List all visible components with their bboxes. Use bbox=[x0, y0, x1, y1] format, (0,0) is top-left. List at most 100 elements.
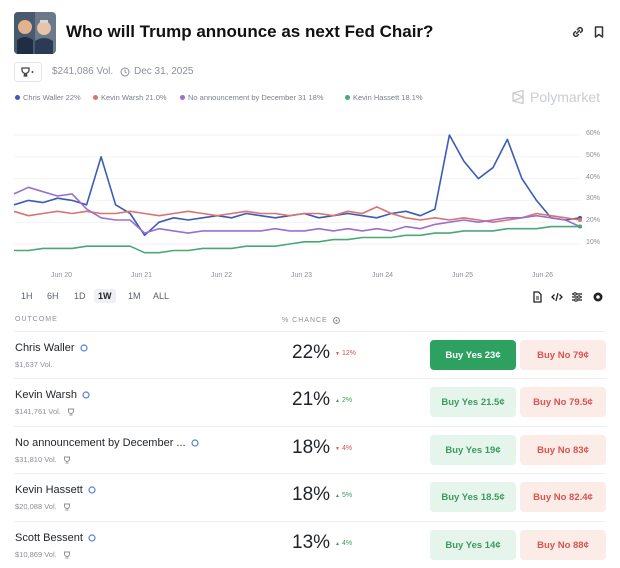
outcome-volume: $1,637 Vol. bbox=[15, 360, 53, 369]
legend-item-waller: Chris Waller 22% bbox=[15, 93, 81, 102]
up-arrow-icon: ▲ bbox=[335, 493, 340, 499]
range-1w[interactable]: 1W bbox=[94, 289, 116, 303]
refresh-icon bbox=[88, 534, 96, 542]
refresh-icon bbox=[82, 391, 90, 399]
chance-column-header[interactable]: % CHANCE bbox=[282, 316, 341, 325]
outcome-volume: $31,810 Vol. bbox=[15, 455, 71, 464]
refresh-icon bbox=[88, 486, 96, 494]
chance-change: ▼ 12% bbox=[335, 350, 356, 357]
buy-no-button[interactable]: Buy No 83¢ bbox=[520, 435, 606, 465]
series-line-no-announcement-by-december-31 bbox=[13, 186, 581, 234]
end-date-text: Dec 31, 2025 bbox=[134, 66, 194, 77]
chance-change-value: 5% bbox=[341, 492, 353, 499]
price-chart bbox=[13, 134, 582, 254]
outcome-chance: 18% bbox=[292, 484, 331, 505]
range-6h[interactable]: 6H bbox=[47, 291, 59, 301]
link-icon[interactable] bbox=[570, 24, 586, 40]
range-all[interactable]: ALL bbox=[153, 291, 170, 301]
polymarket-logo: Polymarket bbox=[510, 89, 600, 105]
chance-change: ▼ 4% bbox=[335, 445, 352, 452]
chance-change-value: 12% bbox=[341, 350, 356, 357]
trophy-icon bbox=[63, 503, 70, 510]
market-image bbox=[14, 12, 56, 54]
total-volume: $241,086 Vol. bbox=[52, 66, 114, 77]
y-tick-label: 40% bbox=[586, 173, 601, 181]
outcome-volume: $20,088 Vol. bbox=[15, 502, 71, 511]
brand-name: Polymarket bbox=[530, 89, 601, 105]
outcome-name: Chris Waller bbox=[15, 342, 88, 354]
legend-dot bbox=[180, 95, 185, 100]
buy-yes-button[interactable]: Buy Yes 21.5¢ bbox=[430, 387, 516, 417]
buy-yes-button[interactable]: Buy Yes 19¢ bbox=[430, 435, 516, 465]
buy-yes-button[interactable]: Buy Yes 18.5¢ bbox=[430, 482, 516, 512]
bookmark-icon[interactable] bbox=[591, 24, 607, 40]
outcome-column-header: OUTCOME bbox=[15, 316, 58, 323]
gear-icon[interactable] bbox=[592, 290, 604, 302]
up-arrow-icon: ▲ bbox=[335, 398, 340, 404]
y-tick-label: 10% bbox=[586, 239, 601, 246]
outcome-name: Scott Bessent bbox=[15, 532, 96, 544]
legend-label: Chris Waller 22% bbox=[23, 93, 81, 102]
buy-no-button[interactable]: Buy No 79.5¢ bbox=[520, 387, 606, 417]
row-divider bbox=[14, 426, 606, 427]
legend-label: Kevin Warsh 21.0% bbox=[101, 93, 167, 102]
y-tick-label: 30% bbox=[586, 195, 601, 203]
y-tick-label: 60% bbox=[586, 130, 601, 137]
x-tick-label: Jun 20 bbox=[51, 272, 73, 279]
range-1m[interactable]: 1M bbox=[128, 291, 141, 301]
x-tick-label: Jun 25 bbox=[452, 272, 474, 279]
rewards-badge[interactable] bbox=[14, 62, 42, 82]
outcome-name-text: Kevin Hassett bbox=[15, 484, 83, 496]
outcome-chance: 21% bbox=[292, 389, 331, 410]
down-arrow-icon: ▼ bbox=[335, 446, 340, 452]
chance-change: ▲ 4% bbox=[335, 540, 352, 547]
outcome-name-text: Chris Waller bbox=[15, 342, 75, 354]
range-1d[interactable]: 1D bbox=[74, 291, 86, 301]
outcome-volume-text: $31,810 Vol. bbox=[15, 455, 57, 464]
filter-settings-icon[interactable] bbox=[571, 290, 583, 302]
outcome-volume-text: $1,637 Vol. bbox=[15, 360, 53, 369]
up-arrow-icon: ▲ bbox=[335, 541, 340, 547]
outcome-volume-text: $20,088 Vol. bbox=[15, 502, 57, 511]
x-tick-label: Jun 21 bbox=[131, 272, 153, 279]
buy-yes-button[interactable]: Buy Yes 23¢ bbox=[430, 340, 516, 370]
buy-yes-button[interactable]: Buy Yes 14¢ bbox=[430, 530, 516, 560]
row-divider bbox=[14, 473, 606, 474]
clock-icon bbox=[120, 67, 130, 76]
outcome-volume: $10,869 Vol. bbox=[15, 550, 71, 559]
chance-header-label: % CHANCE bbox=[282, 317, 328, 324]
outcome-name-text: Kevin Warsh bbox=[15, 389, 77, 401]
buy-no-button[interactable]: Buy No 82.4¢ bbox=[520, 482, 606, 512]
trophy-icon bbox=[67, 408, 74, 415]
buy-no-button[interactable]: Buy No 79¢ bbox=[520, 340, 606, 370]
chance-change-value: 2% bbox=[341, 397, 353, 404]
outcome-volume-text: $141,761 Vol. bbox=[15, 407, 61, 416]
legend-dot bbox=[15, 95, 20, 100]
refresh-icon bbox=[79, 344, 88, 352]
outcome-name: No announcement by December ... bbox=[15, 437, 199, 449]
outcome-chance: 13% bbox=[292, 532, 331, 553]
x-tick-label: Jun 24 bbox=[372, 272, 394, 279]
refresh-icon bbox=[332, 317, 340, 324]
range-1h[interactable]: 1H bbox=[21, 291, 33, 301]
buy-no-button[interactable]: Buy No 88¢ bbox=[520, 530, 606, 560]
outcome-volume-text: $10,869 Vol. bbox=[15, 550, 57, 559]
outcome-name: Kevin Warsh bbox=[15, 389, 90, 401]
outcome-name: Kevin Hassett bbox=[15, 484, 96, 496]
embed-code-icon[interactable] bbox=[551, 290, 563, 302]
legend-label: Kevin Hassett 18.1% bbox=[353, 93, 423, 102]
legend-dot bbox=[93, 95, 98, 100]
legend-dot bbox=[345, 95, 350, 100]
chance-change-value: 4% bbox=[341, 540, 353, 547]
outcome-chance: 18% bbox=[292, 437, 331, 458]
market-title: Who will Trump announce as next Fed Chai… bbox=[66, 22, 434, 41]
outcome-name-text: No announcement by December ... bbox=[15, 437, 186, 449]
chance-change: ▲ 2% bbox=[335, 397, 352, 404]
end-date: Dec 31, 2025 bbox=[120, 66, 194, 77]
polymarket-icon bbox=[512, 89, 524, 105]
x-tick-label: Jun 23 bbox=[291, 272, 313, 279]
legend-item-no-announcement: No announcement by December 31 18% bbox=[180, 93, 324, 102]
trophy-icon bbox=[63, 551, 70, 558]
document-icon[interactable] bbox=[531, 290, 543, 303]
outcome-name-text: Scott Bessent bbox=[15, 532, 83, 544]
